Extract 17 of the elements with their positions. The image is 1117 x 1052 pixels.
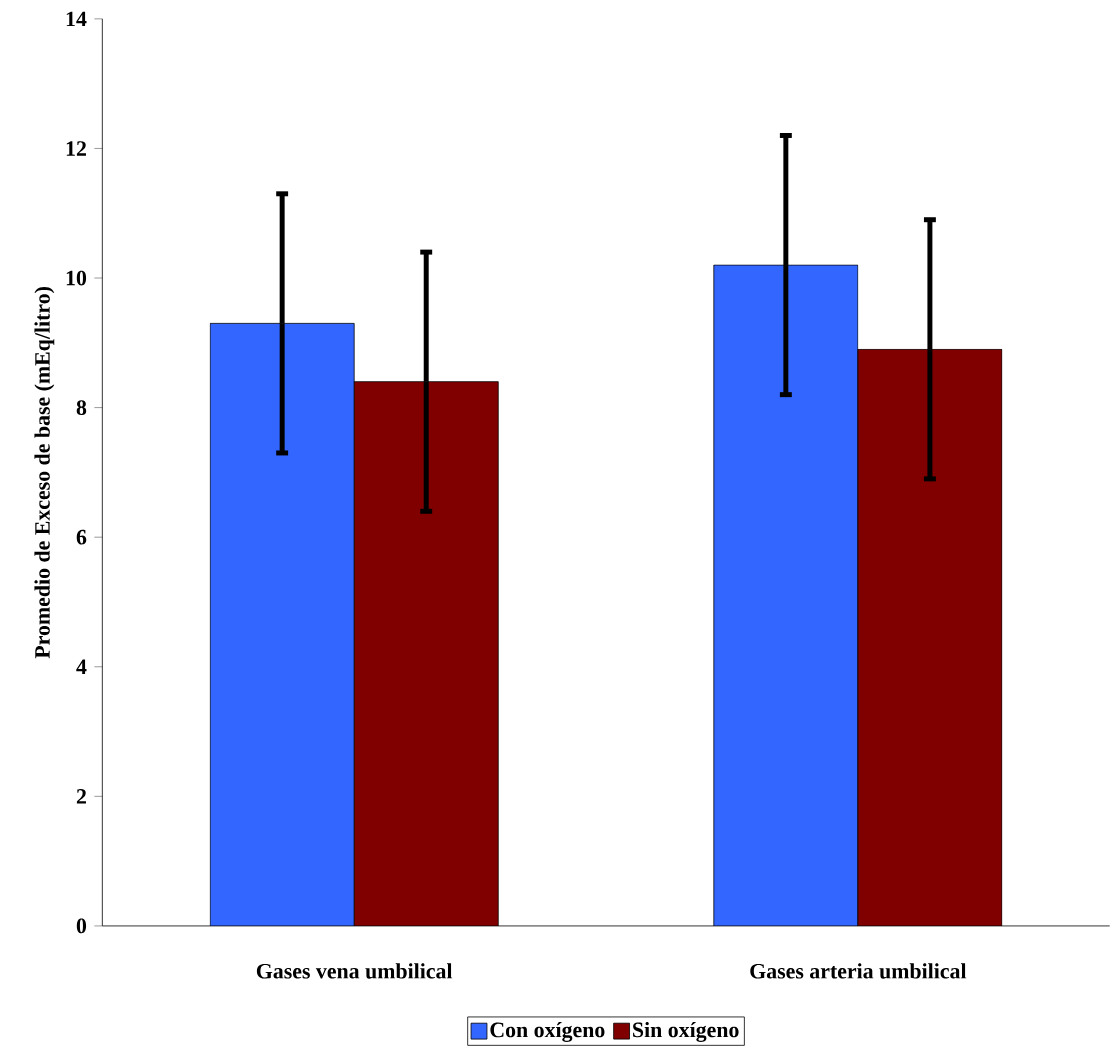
y-axis-title: Promedio de Exceso de base (mEq/litro) [34, 287, 55, 659]
bar [713, 264, 859, 926]
bar [354, 381, 499, 926]
y-tick-label: 2 [76, 789, 86, 804]
x-tick-label: Gases vena umbilical [256, 963, 453, 979]
y-tick-label: 10 [66, 270, 87, 286]
y-tick-label: 8 [76, 400, 87, 415]
legend-label: Con oxígeno [490, 1021, 605, 1042]
x-tick-label: Gases arteria umbilical [750, 963, 967, 979]
y-tick-label: 6 [76, 529, 87, 545]
y-tick-label: 0 [76, 918, 87, 934]
y-tick-label: 14 [66, 11, 87, 27]
y-tick-label: 4 [76, 659, 87, 674]
y-tick-label: 12 [66, 141, 86, 156]
legend-label: Sin oxígeno [633, 1021, 739, 1042]
bar [857, 348, 1003, 926]
bar [210, 323, 355, 926]
